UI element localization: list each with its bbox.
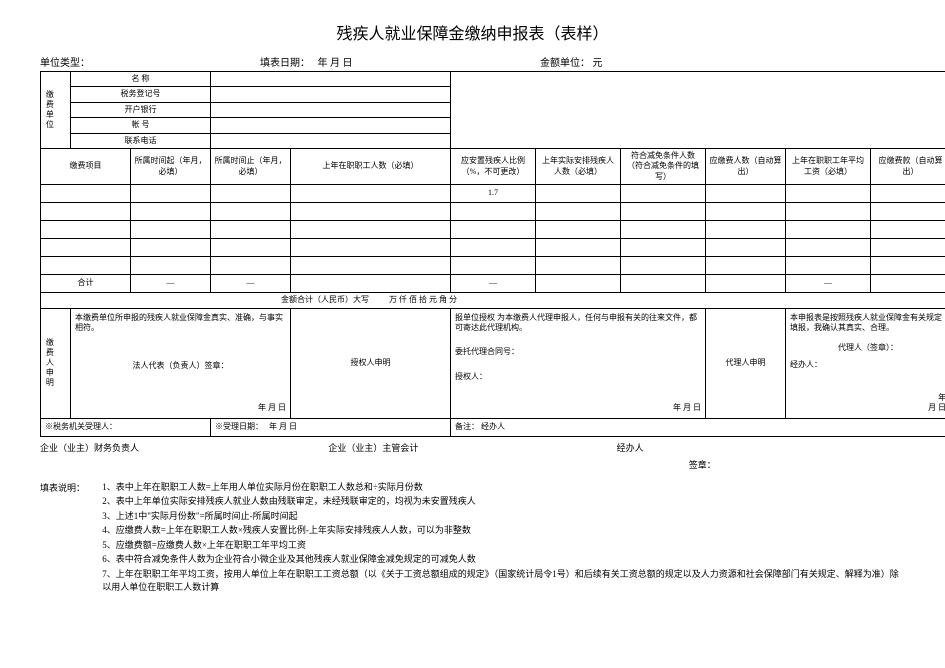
info-value (211, 118, 451, 133)
auth-sign1: 委托代理合同号： (455, 347, 701, 357)
dash: — (131, 275, 211, 293)
col-h: 应缴费人数（自动算出） (706, 148, 786, 184)
col-h: 应缴费款（自动算出） (871, 148, 945, 184)
info-value (211, 87, 451, 102)
footer-line: 企业（业主）财务负责人 企业（业主）主管会计 经办人 (40, 441, 905, 454)
notes-block: 填表说明： 1、表中上年在职职工人数=上年用人单位实际月份在职职工人数总和÷实际… (40, 481, 905, 596)
info-value (211, 133, 451, 148)
note-item: 3、上述1中"实际月份数"=所属时间止-所属时间起 (102, 510, 902, 523)
payer-text: 本缴费单位所申报的残疾人就业保障金真实、准确，与事实相符。 (75, 313, 286, 334)
col-item: 缴费项目 (41, 148, 131, 184)
table-row: 1.7 (41, 185, 945, 203)
note-item: 1、表中上年在职职工人数=上年用人单位实际月份在职职工人数总和÷实际月份数 (102, 481, 902, 494)
agent-sign2: 经办人： (790, 360, 945, 370)
date-label: 填表日期： (260, 58, 310, 69)
main-table: 缴费单位 名 称 税务登记号 开户银行 帐 号 联系电话 缴费项目 所属时间起（… (40, 71, 945, 437)
payer-decl-label: 缴费人申明 (41, 308, 71, 418)
agent-text: 本申报表是按照残疾人就业保障金有关规定填报，我确认其真实、合理。 (790, 313, 945, 334)
agent-date: 年 月 日 (790, 393, 945, 414)
auth-text: 报单位授权 为本缴费人代理申报人，任何与申报有关的往来文件，都可寄达此代理机构。 (455, 313, 701, 334)
auth-sign2: 授权人： (455, 372, 701, 382)
note-item: 7、上年在职职工年平均工资，按用人单位上年在职职工工资总额（以《关于工资总额组成… (102, 568, 902, 593)
table-row (41, 221, 945, 239)
agent-decl-label: 代理人申明 (706, 308, 786, 418)
footer-seg: 企业（业主）财务负责人 (40, 441, 328, 454)
auth-decl-label: 授权人申明 (291, 308, 451, 418)
col-h: 上年实际安排残疾人人数（必填） (536, 148, 621, 184)
table-row (41, 239, 945, 257)
agent-sign1: 代理人（签章）： (790, 343, 945, 353)
info-label: 帐 号 (71, 118, 211, 133)
footer-seg: 企业（业主）主管会计 (328, 441, 616, 454)
dash: — (211, 275, 291, 293)
col-h: 所属时间起（年月，必填） (131, 148, 211, 184)
unit-value: 元 (593, 58, 603, 69)
info-label: 税务登记号 (71, 87, 211, 102)
tax-row: ※税务机关受理人： ※受理日期： 年 月 日 备注： 经办人 (41, 418, 945, 436)
footer-sign: 签章： (689, 458, 905, 471)
notes-list: 1、表中上年在职职工人数=上年用人单位实际月份在职职工人数总和÷实际月份数 2、… (102, 481, 902, 596)
footer-seg: 经办人 (617, 441, 905, 454)
payer-decl-block: 本缴费单位所申报的残疾人就业保障金真实、准确，与事实相符。 法人代表（负责人）签… (71, 308, 291, 418)
note-item: 6、表中符合减免条件人数为企业符合小微企业及其他残疾人就业保障金减免规定的可减免… (102, 553, 902, 566)
tax-date: ※受理日期： 年 月 日 (211, 418, 451, 436)
tax-remark: 备注： 经办人 (451, 418, 945, 436)
table-row (41, 203, 945, 221)
tax-receiver: ※税务机关受理人： (41, 418, 211, 436)
amount-prefix: 金额合计（人民币）大写 (281, 295, 369, 304)
amount-row: 金额合计（人民币）大写 万 仟 佰 拾 元 角 分 (41, 293, 945, 308)
header-row: 单位类型： 填表日期： 年 月 日 金额单位： 元 (40, 54, 905, 69)
payer-date: 年 月 日 (75, 403, 286, 413)
page-title: 残疾人就业保障金缴纳申报表（表样） (40, 20, 905, 44)
note-item: 5、应缴费额=应缴费人数×上年在职职工年平均工资 (102, 539, 902, 552)
subtotal-row: 合计 — — — — (41, 275, 945, 293)
info-value (211, 72, 451, 87)
col-h: 上年在职职工年平均工资（必填） (786, 148, 871, 184)
info-label: 联系电话 (71, 133, 211, 148)
dash: — (451, 275, 536, 293)
info-value (211, 102, 451, 117)
amount-units: 万 仟 佰 拾 元 角 分 (389, 295, 457, 304)
col-h: 上年在职职工人数（必填） (291, 148, 451, 184)
note-item: 2、表中上年单位实际安排残疾人就业人数由残联审定，未经残联审定的，均视为未安置残… (102, 495, 902, 508)
col-h: 应安置残疾人比例（%，不可更改） (451, 148, 536, 184)
type-label: 单位类型： (40, 58, 90, 69)
note-item: 4、应缴费人数=上年在职职工人数×残疾人安置比例-上年实际安排残疾人人数，可以为… (102, 524, 902, 537)
blank-area (451, 72, 945, 149)
auth-date: 年 月 日 (455, 403, 701, 413)
info-label: 名 称 (71, 72, 211, 87)
col-h: 所属时间止（年月，必填） (211, 148, 291, 184)
notes-label: 填表说明： (40, 481, 100, 494)
info-label: 开户银行 (71, 102, 211, 117)
date-value: 年 月 日 (318, 58, 353, 69)
agent-decl-block: 本申报表是按照残疾人就业保障金有关规定填报，我确认其真实、合理。 代理人（签章）… (786, 308, 945, 418)
payer-sign: 法人代表（负责人）签章： (75, 361, 286, 371)
footer-line-2: 签章： (40, 458, 905, 471)
fixed-ratio: 1.7 (451, 185, 536, 203)
declaration-row: 缴费人申明 本缴费单位所申报的残疾人就业保障金真实、准确，与事实相符。 法人代表… (41, 308, 945, 418)
column-header-row: 缴费项目 所属时间起（年月，必填） 所属时间止（年月，必填） 上年在职职工人数（… (41, 148, 945, 184)
col-h: 符合减免条件人数（符合减免条件的填写） (621, 148, 706, 184)
entity-vertical-label: 缴费单位 (41, 72, 71, 149)
unit-label: 金额单位： (540, 58, 590, 69)
subtotal-label: 合计 (41, 275, 131, 293)
table-row (41, 257, 945, 275)
auth-decl-block: 报单位授权 为本缴费人代理申报人，任何与申报有关的往来文件，都可寄达此代理机构。… (451, 308, 706, 418)
dash: — (786, 275, 871, 293)
